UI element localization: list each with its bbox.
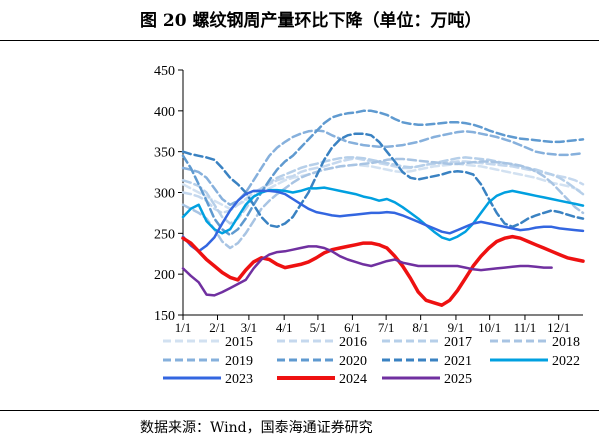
x-tick-label: 11/1 [514,320,537,335]
x-tick-label: 1/1 [175,320,192,335]
figure-title-bar: 图 20 螺纹钢周产量环比下降（单位：万吨） [0,0,599,41]
y-tick-label: 450 [154,64,175,79]
source-bar: 数据来源：Wind，国泰海通证券研究 [0,410,599,436]
legend-label-2020: 2020 [339,354,367,369]
y-tick-label: 250 [154,227,175,242]
series-line-2021 [181,132,585,229]
series-line-2018 [181,157,585,250]
legend-label-2017: 2017 [444,335,472,350]
legend-label-2016: 2016 [339,335,367,350]
x-tick-label: 10/1 [478,320,501,335]
series-line-2020 [181,109,585,237]
y-tick-label: 350 [154,146,175,161]
series-line-2016 [181,156,585,215]
x-tick-label: 3/1 [241,320,258,335]
legend-label-2018: 2018 [552,335,580,350]
legend-label-2021: 2021 [444,354,472,369]
y-tick-label: 400 [154,105,175,120]
series-line-2023 [181,189,585,253]
series-line-2024 [181,234,585,307]
x-tick-label: 7/1 [378,320,395,335]
series-line-2019 [181,129,585,207]
legend-label-2019: 2019 [225,354,253,369]
source-note: 数据来源：Wind，国泰海通证券研究 [140,420,373,436]
series-line-2025 [181,245,553,297]
x-tick-label: 12/1 [547,320,570,335]
x-tick-label: 8/1 [412,320,429,335]
legend-label-2022: 2022 [552,354,580,369]
series-line-2022 [181,186,585,242]
line-chart: 150 200 250 300 350 400 450 1/1 2/1 3/1 4/1 5/1 6/1 7… [154,64,585,387]
y-tick-label: 200 [154,268,175,283]
legend-label-2024: 2024 [339,372,367,387]
legend-label-2025: 2025 [444,372,472,387]
legend-label-2015: 2015 [225,335,253,350]
x-tick-label: 5/1 [310,320,327,335]
y-tick-label: 300 [154,187,175,202]
y-tick-label: 150 [154,309,175,324]
x-tick-label: 6/1 [344,320,361,335]
legend-label-2023: 2023 [225,372,253,387]
figure-title: 图 20 螺纹钢周产量环比下降（单位：万吨） [140,11,482,31]
x-tick-label: 2/1 [209,320,226,335]
x-tick-label: 9/1 [448,320,465,335]
x-tick-label: 4/1 [276,320,293,335]
